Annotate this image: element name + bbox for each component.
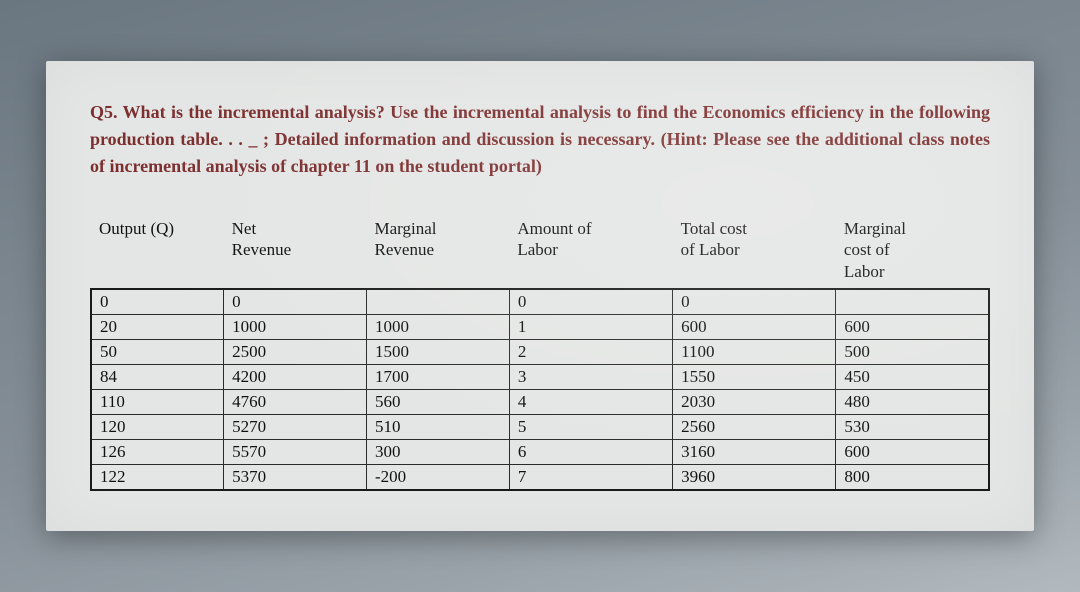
cell-nr: 4200 xyxy=(224,364,367,389)
cell-al: 1 xyxy=(509,314,672,339)
col-header-tcl-l2: of Labor xyxy=(681,240,740,259)
cell-mcl: 450 xyxy=(836,364,989,389)
col-header-mr-l2: Revenue xyxy=(375,240,434,259)
cell-mr: 510 xyxy=(367,414,510,439)
col-header-al-l2: Labor xyxy=(517,240,558,259)
col-header-tcl-l1: Total cost xyxy=(681,219,747,238)
cell-q: 120 xyxy=(91,414,224,439)
cell-al: 5 xyxy=(509,414,672,439)
col-header-mcl-l1: Marginal xyxy=(844,219,906,238)
col-header-total-cost-labor: Total cost of Labor xyxy=(673,214,836,289)
table-row: 122 5370 -200 7 3960 800 xyxy=(91,464,989,490)
col-header-mr-l1: Marginal xyxy=(375,219,437,238)
cell-tcl: 2030 xyxy=(673,389,836,414)
col-header-marginal-revenue: Marginal Revenue xyxy=(367,214,510,289)
table-row: 110 4760 560 4 2030 480 xyxy=(91,389,989,414)
cell-tcl: 0 xyxy=(673,289,836,315)
cell-q: 126 xyxy=(91,439,224,464)
cell-al: 7 xyxy=(509,464,672,490)
cell-tcl: 2560 xyxy=(673,414,836,439)
cell-al: 0 xyxy=(509,289,672,315)
col-header-amount-labor: Amount of Labor xyxy=(509,214,672,289)
cell-tcl: 600 xyxy=(673,314,836,339)
cell-mcl: 530 xyxy=(836,414,989,439)
cell-mr: -200 xyxy=(367,464,510,490)
col-header-al-l1: Amount of xyxy=(517,219,591,238)
production-table: Output (Q) Net Revenue Marginal Revenue … xyxy=(90,214,990,491)
cell-nr: 5270 xyxy=(224,414,367,439)
cell-mr: 1700 xyxy=(367,364,510,389)
question-text: Q5. What is the incremental analysis? Us… xyxy=(90,99,990,180)
cell-nr: 5370 xyxy=(224,464,367,490)
worksheet-paper: Q5. What is the incremental analysis? Us… xyxy=(46,61,1034,531)
col-header-mcl-l2: cost of xyxy=(844,240,890,259)
cell-q: 84 xyxy=(91,364,224,389)
col-header-net-revenue: Net Revenue xyxy=(224,214,367,289)
cell-q: 0 xyxy=(91,289,224,315)
cell-q: 110 xyxy=(91,389,224,414)
cell-mcl: 500 xyxy=(836,339,989,364)
cell-tcl: 3960 xyxy=(673,464,836,490)
cell-tcl: 3160 xyxy=(673,439,836,464)
cell-tcl: 1100 xyxy=(673,339,836,364)
table-row: 120 5270 510 5 2560 530 xyxy=(91,414,989,439)
cell-mr: 560 xyxy=(367,389,510,414)
col-header-nr-l2: Revenue xyxy=(232,240,291,259)
cell-mr: 1000 xyxy=(367,314,510,339)
cell-q: 20 xyxy=(91,314,224,339)
table-row: 50 2500 1500 2 1100 500 xyxy=(91,339,989,364)
col-header-mcl-l3: Labor xyxy=(844,262,885,281)
question-detailed: Detailed information and discussion is n… xyxy=(275,129,655,149)
cell-nr: 0 xyxy=(224,289,367,315)
cell-al: 2 xyxy=(509,339,672,364)
cell-q: 50 xyxy=(91,339,224,364)
cell-mcl xyxy=(836,289,989,315)
cell-tcl: 1550 xyxy=(673,364,836,389)
col-header-output: Output (Q) xyxy=(91,214,224,289)
cell-nr: 1000 xyxy=(224,314,367,339)
cell-al: 3 xyxy=(509,364,672,389)
cell-q: 122 xyxy=(91,464,224,490)
cell-mr: 300 xyxy=(367,439,510,464)
cell-nr: 4760 xyxy=(224,389,367,414)
cell-mcl: 600 xyxy=(836,314,989,339)
cell-mcl: 600 xyxy=(836,439,989,464)
cell-mr: 1500 xyxy=(367,339,510,364)
cell-mr xyxy=(367,289,510,315)
table-row: 84 4200 1700 3 1550 450 xyxy=(91,364,989,389)
cell-al: 4 xyxy=(509,389,672,414)
cell-mcl: 480 xyxy=(836,389,989,414)
col-header-nr-l1: Net xyxy=(232,219,257,238)
table-row: 20 1000 1000 1 600 600 xyxy=(91,314,989,339)
col-header-marginal-cost-labor: Marginal cost of Labor xyxy=(836,214,989,289)
cell-nr: 5570 xyxy=(224,439,367,464)
col-header-output-l1: Output (Q) xyxy=(99,219,174,238)
cell-al: 6 xyxy=(509,439,672,464)
table-row: 0 0 0 0 xyxy=(91,289,989,315)
table-header-row: Output (Q) Net Revenue Marginal Revenue … xyxy=(91,214,989,289)
cell-mcl: 800 xyxy=(836,464,989,490)
table-body: 0 0 0 0 20 1000 1000 1 600 600 50 2500 1… xyxy=(91,289,989,490)
cell-nr: 2500 xyxy=(224,339,367,364)
table-row: 126 5570 300 6 3160 600 xyxy=(91,439,989,464)
